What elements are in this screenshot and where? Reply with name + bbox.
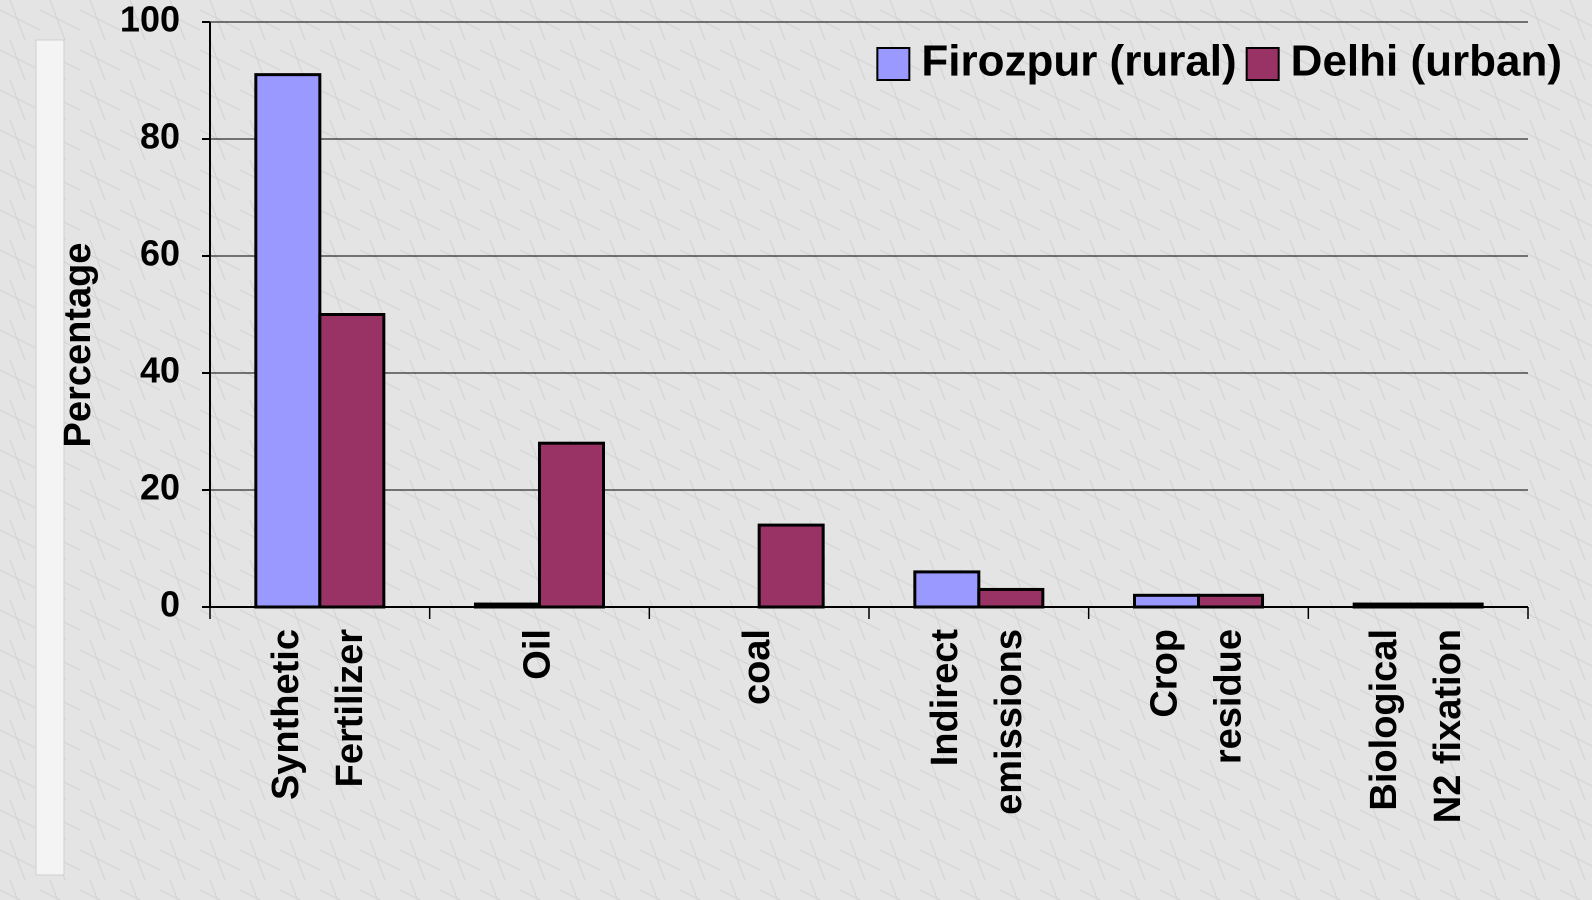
y-tick-label: 0: [160, 584, 180, 625]
side-strip: [35, 39, 65, 876]
bar: [757, 523, 825, 609]
x-tick-label: Oil: [517, 629, 559, 680]
bar: [1197, 593, 1264, 609]
legend-swatch: [876, 47, 911, 81]
y-axis-label: Percentage: [57, 243, 99, 448]
x-tick-label: Crop residue: [1144, 629, 1250, 764]
x-tick-label: Indirect emissions: [924, 629, 1030, 815]
bar: [913, 570, 981, 609]
legend-swatch: [1245, 47, 1280, 81]
bar: [1133, 593, 1200, 609]
bar: [254, 73, 322, 609]
x-tick-label: coal: [736, 629, 778, 705]
y-tick-label: 60: [140, 233, 180, 274]
bar: [318, 313, 386, 609]
y-tick-label: 20: [140, 467, 180, 508]
bar: [538, 441, 605, 609]
y-tick-label: 40: [140, 350, 180, 391]
bar: [977, 587, 1045, 609]
x-tick-label: Biological N2 fixation: [1363, 629, 1469, 823]
y-tick-label: 100: [120, 0, 180, 40]
legend-label: Delhi (urban): [1291, 37, 1562, 86]
y-tick-label: 80: [140, 116, 180, 157]
legend-label: Firozpur (rural): [921, 37, 1236, 86]
legend: Delhi (urban) Firozpur (rural): [876, 37, 1562, 86]
x-tick-label: Synthetic Fertilizer: [265, 629, 371, 800]
